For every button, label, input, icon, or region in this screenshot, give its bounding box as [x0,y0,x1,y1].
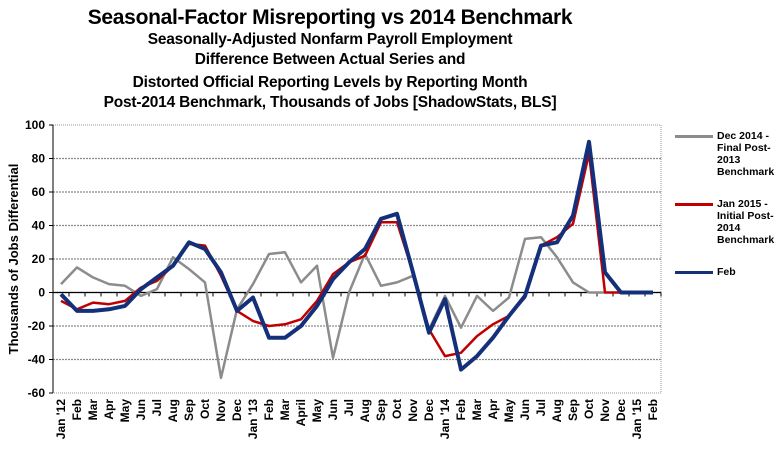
x-tick-label: Feb [454,399,468,420]
x-tick-label: Sep [182,399,196,421]
chart-title-block: Seasonal-Factor Misreporting vs 2014 Ben… [0,6,660,113]
x-tick-label: Jul [534,399,548,416]
y-tick-label: -20 [28,319,46,333]
legend-item-dec-2014[interactable]: Dec 2014 - Final Post-2013 Benchmark [673,130,781,178]
x-tick-label: Aug [166,399,180,422]
x-tick-label: Jan '15 [630,399,644,440]
x-tick-label: Nov [214,399,228,422]
y-tick-label: -40 [28,353,46,367]
x-tick-label: Dec [230,399,244,421]
x-tick-label: Jul [150,399,164,416]
x-tick-label: Mar [470,399,484,421]
x-tick-label: May [502,399,516,423]
series-line-0 [60,235,605,380]
y-tick-label: 0 [38,286,45,300]
x-tick-label: Apr [102,399,116,420]
x-tick-label: Oct [390,399,404,419]
x-tick-label: Nov [406,399,420,422]
y-axis-title: Thousands of Jobs Differential [6,164,21,355]
x-tick-label: Jul [342,399,356,416]
legend-swatch-gray [675,135,713,138]
x-tick-label: Jan '12 [54,399,68,440]
y-tick-label: 20 [32,252,46,266]
y-tick-label: 40 [32,219,46,233]
chart-subtitle-3: Distorted Official Reporting Levels by R… [132,74,528,91]
y-tick-label: 80 [32,152,46,166]
x-tick-label: Jun [326,399,340,420]
x-tick-label: Sep [374,399,388,421]
x-tick-label: Feb [262,399,276,420]
legend-label: Dec 2014 - Final Post-2013 Benchmark [717,130,775,178]
series-line-2 [59,139,653,372]
x-tick-label: Feb [70,399,84,420]
x-tick-label: Aug [358,399,372,422]
legend-item-feb[interactable]: Feb [673,266,781,278]
x-tick-label: Jan '14 [438,399,452,440]
x-tick-label: Oct [582,399,596,419]
x-tick-label: Dec [614,399,628,421]
x-tick-label: Apr [486,399,500,420]
x-tick-label: May [310,399,324,423]
legend-swatch-navy [675,271,713,274]
chart-subtitle-4: Post-2014 Benchmark, Thousands of Jobs [… [103,94,557,111]
legend-swatch-red [675,203,713,206]
x-tick-label: Nov [598,399,612,422]
series-lines [59,139,654,380]
legend-item-jan-2015[interactable]: Jan 2015 - Initial Post-2014 Benchmark [673,198,781,246]
x-tick-label: Jun [134,399,148,420]
x-tick-label: Feb [646,399,660,420]
chart-subtitle-2: Difference Between Actual Series and [194,51,466,68]
x-tick-label: Dec [422,399,436,421]
y-tick-label: 100 [25,118,45,132]
chart-legend: Dec 2014 - Final Post-2013 Benchmark Jan… [673,130,781,294]
x-tick-label: Mar [278,399,292,421]
x-tick-label: Mar [86,399,100,421]
x-tick-label: Jun [518,399,532,420]
x-tick-label: April [294,399,308,426]
x-tick-labels: Jan '12 Feb Mar Apr May Jun Jul Aug Sep Oct Nov Dec… [54,399,660,440]
x-tick-label: Jan '13 [246,399,260,440]
chart-subtitle-1: Seasonally-Adjusted Nonfarm Payroll Empl… [147,31,513,48]
y-tick-label: -60 [28,386,46,400]
x-tick-label: May [118,399,132,423]
legend-label: Feb [717,266,736,278]
y-tick-labels: -60 -40 -20 0 20 40 60 80 100 [25,118,45,400]
y-tick-label: 60 [32,185,46,199]
x-tick-label: Aug [550,399,564,422]
x-tick-label: Sep [566,399,580,421]
legend-label: Jan 2015 - Initial Post-2014 Benchmark [717,198,775,246]
x-tick-label: Oct [198,399,212,419]
chart-title: Seasonal-Factor Misreporting vs 2014 Ben… [87,6,573,29]
